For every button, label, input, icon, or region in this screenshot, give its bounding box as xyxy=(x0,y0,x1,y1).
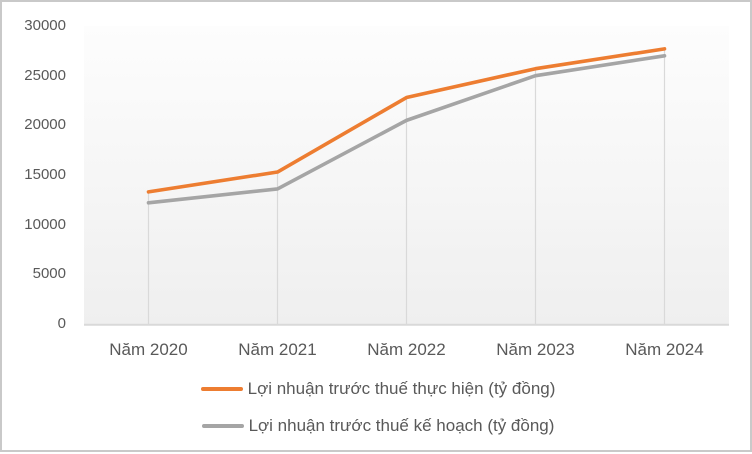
x-axis-category-label: Năm 2023 xyxy=(496,340,575,359)
y-axis: 0 5000 10000 15000 20000 25000 30000 xyxy=(2,2,68,454)
y-axis-tick-label: 20000 xyxy=(24,116,66,134)
y-axis-tick-label: 0 xyxy=(57,315,66,332)
legend-line-marker-plan xyxy=(201,423,244,429)
series-line-0 xyxy=(146,47,667,194)
x-axis-category-label: Năm 2024 xyxy=(625,340,704,359)
y-axis-tick-label: 15000 xyxy=(24,166,66,183)
legend-line-marker-actual xyxy=(200,386,243,392)
x-axis-category-label: Năm 2020 xyxy=(109,340,188,359)
y-axis-tick-label: 5000 xyxy=(32,265,66,283)
y-axis-tick-label: 25000 xyxy=(24,66,66,84)
legend-item-actual: Lợi nhuận trước thuế thực hiện (tỷ đồng) xyxy=(200,378,556,400)
series-line-1 xyxy=(146,53,667,205)
legend-label-actual: Lợi nhuận trước thuế thực hiện (tỷ đồng) xyxy=(247,379,556,398)
legend: Lợi nhuận trước thuế thực hiện (tỷ đồng)… xyxy=(2,378,752,437)
x-axis-category-label: Năm 2022 xyxy=(367,340,446,359)
x-axis-category-label: Năm 2021 xyxy=(238,340,317,359)
legend-item-plan: Lợi nhuận trước thuế kế hoạch (tỷ đồng) xyxy=(201,415,555,437)
y-axis-tick-label: 10000 xyxy=(24,215,66,233)
y-axis-tick-label: 30000 xyxy=(24,17,66,34)
legend-label-plan: Lợi nhuận trước thuế kế hoạch (tỷ đồng) xyxy=(248,416,555,435)
